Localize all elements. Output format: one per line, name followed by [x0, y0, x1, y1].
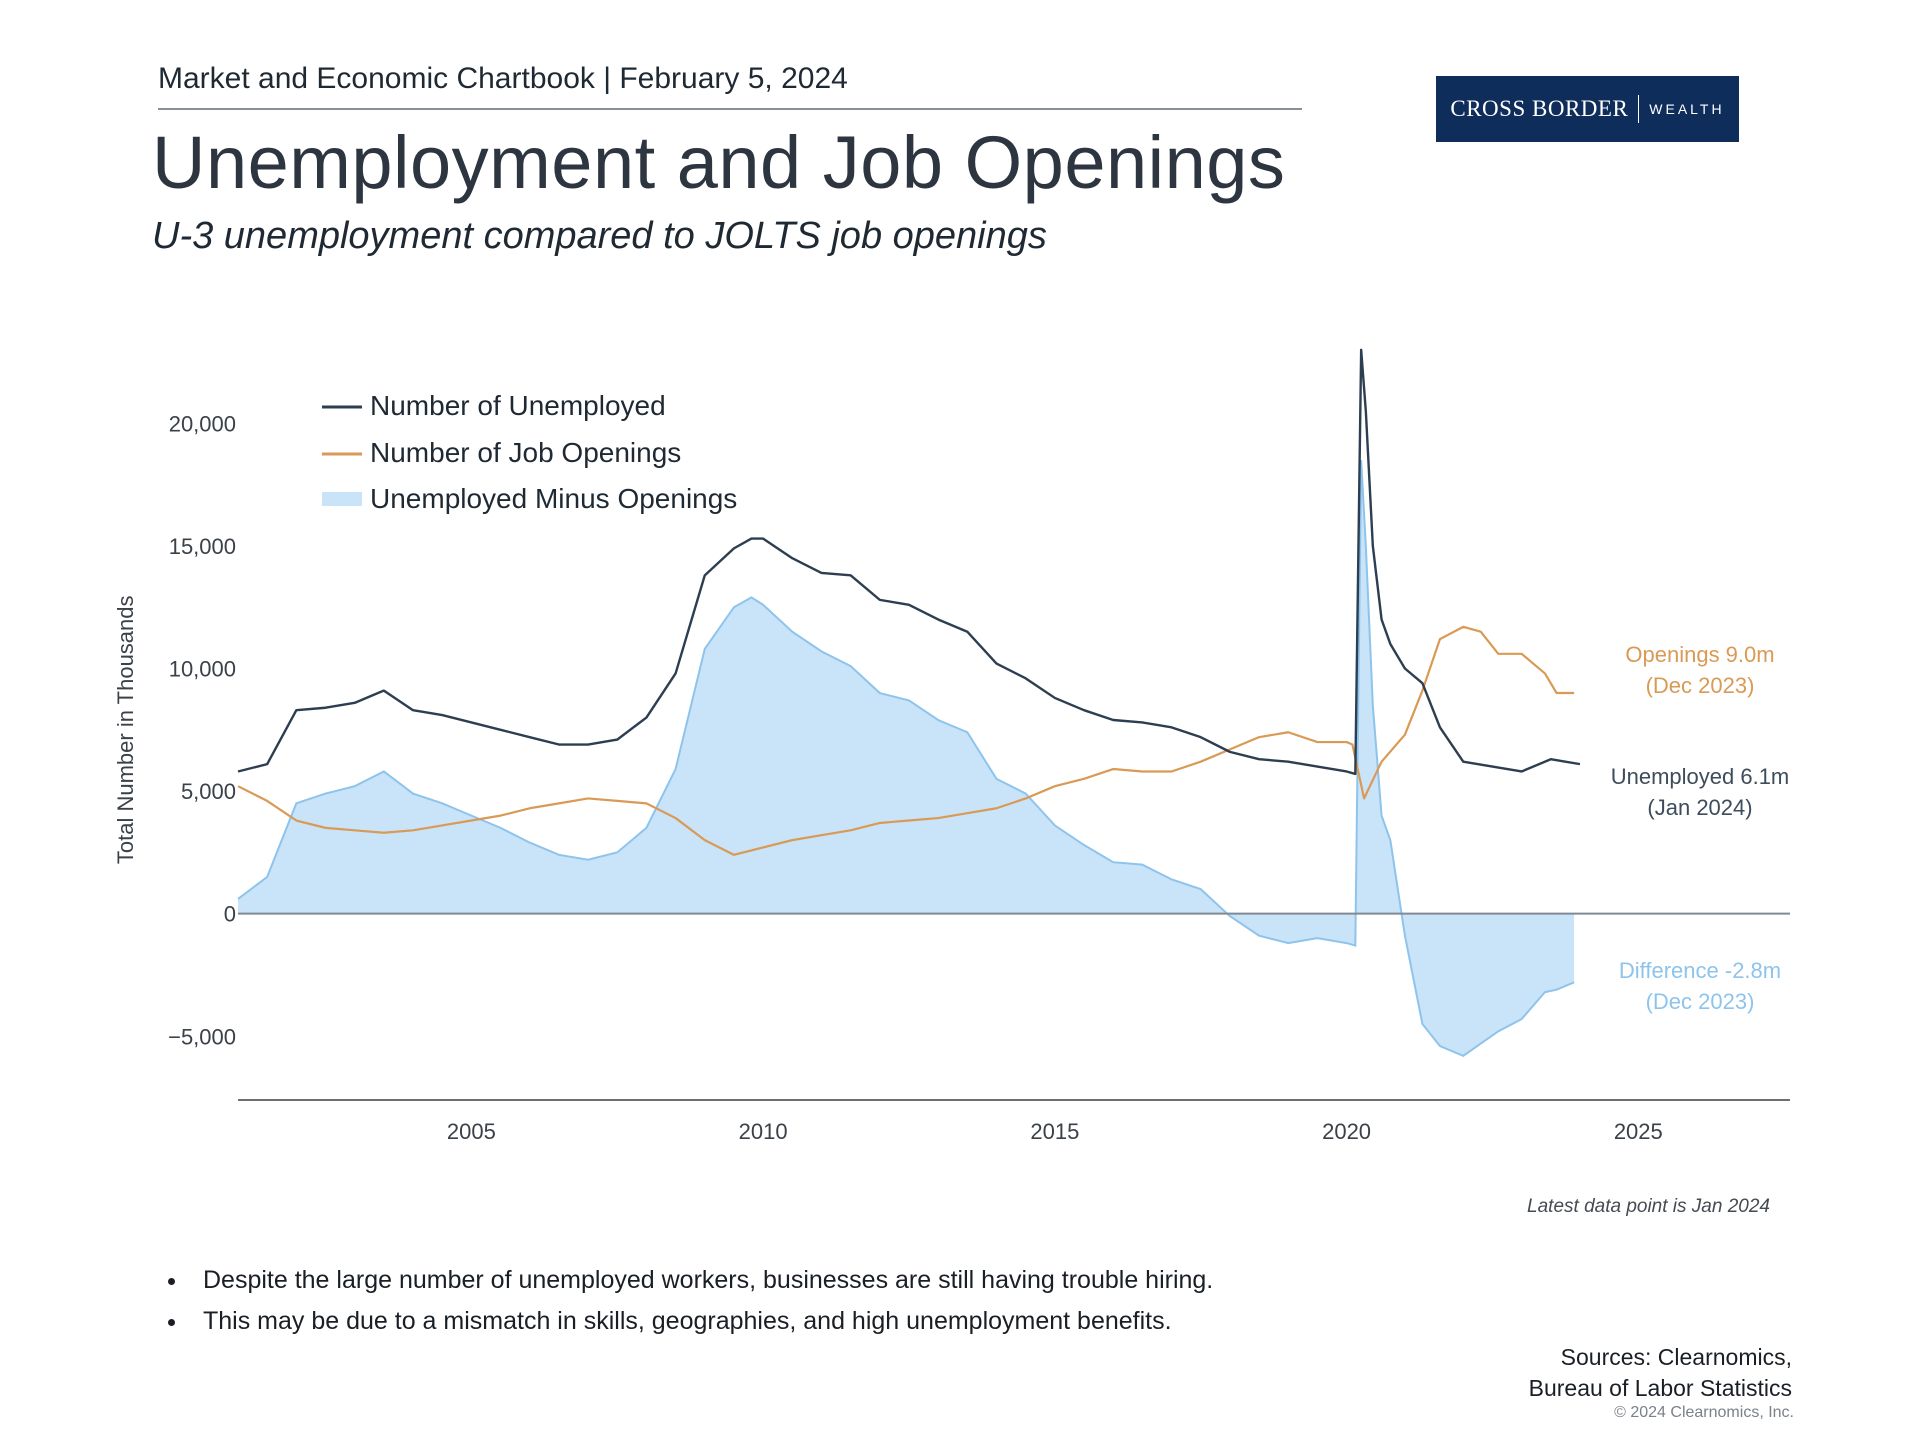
y-tick-label: 5,000: [181, 779, 236, 804]
legend-entry: Unemployed Minus Openings: [370, 483, 737, 514]
bullet-item: Despite the large number of unemployed w…: [165, 1266, 1213, 1295]
x-tick-label: 2025: [1614, 1119, 1663, 1144]
end-annotations: Openings 9.0m (Dec 2023) Unemployed 6.1m (J…: [1611, 642, 1790, 1014]
openings-line: [237, 625, 1575, 856]
y-tick-label: 10,000: [169, 657, 236, 682]
y-tick-label: 15,000: [169, 534, 236, 559]
logo-main-text: CROSS BORDER: [1450, 96, 1629, 121]
x-tick-label: 2015: [1030, 1119, 1079, 1144]
x-tick-label: 2020: [1322, 1119, 1371, 1144]
y-tick-label: 0: [224, 902, 236, 927]
x-tick-label: 2010: [739, 1119, 788, 1144]
chart-legend: Number of Unemployed Number of Job Openin…: [322, 390, 737, 514]
annotation-openings-line2: (Dec 2023): [1646, 673, 1755, 698]
logo-sub-text: WEALTH: [1649, 101, 1725, 117]
unemployed-line: [237, 348, 1581, 776]
sources-line: Sources: Clearnomics,: [1560, 1344, 1792, 1370]
legend-entry: Number of Unemployed: [370, 390, 666, 421]
annotation-difference-line2: (Dec 2023): [1646, 989, 1755, 1014]
difference-edge-line: [237, 460, 1575, 1058]
logo-separator: [1638, 95, 1640, 123]
annotation-unemployed-line1: Unemployed 6.1m: [1611, 764, 1790, 789]
cross-border-wealth-logo: CROSS BORDER WEALTH: [1436, 76, 1739, 142]
bullet-item: This may be due to a mismatch in skills,…: [165, 1307, 1213, 1336]
plot-area: [237, 348, 1790, 1058]
annotation-difference-line1: Difference -2.8m: [1619, 958, 1781, 983]
commentary-bullets: Despite the large number of unemployed w…: [165, 1266, 1213, 1348]
annotation-openings-line1: Openings 9.0m: [1625, 642, 1774, 667]
header-divider: [158, 108, 1302, 110]
y-tick-label: 20,000: [169, 411, 236, 436]
page-title: Unemployment and Job Openings: [152, 121, 1286, 204]
axes: 20,000 15,000 10,000 5,000 0 −5,000 2005 2010 20…: [113, 411, 1790, 1144]
latest-data-note: Latest data point is Jan 2024: [1527, 1196, 1770, 1217]
y-tick-label: −5,000: [168, 1024, 236, 1049]
legend-swatch-difference: [322, 492, 362, 506]
legend-entry: Number of Job Openings: [370, 437, 681, 468]
sources: Sources: Clearnomics, Bureau of Labor St…: [1529, 1342, 1792, 1404]
sources-line: Bureau of Labor Statistics: [1528, 1375, 1792, 1401]
y-axis-title: Total Number in Thousands: [113, 595, 138, 864]
annotation-unemployed-line2: (Jan 2024): [1647, 795, 1752, 820]
difference-area: [238, 460, 1575, 1056]
page-subtitle: U-3 unemployment compared to JOLTS job o…: [152, 215, 1047, 257]
chartbook-header: Market and Economic Chartbook | February…: [158, 62, 848, 95]
x-tick-label: 2005: [447, 1119, 496, 1144]
copyright: © 2024 Clearnomics, Inc.: [1614, 1404, 1794, 1421]
